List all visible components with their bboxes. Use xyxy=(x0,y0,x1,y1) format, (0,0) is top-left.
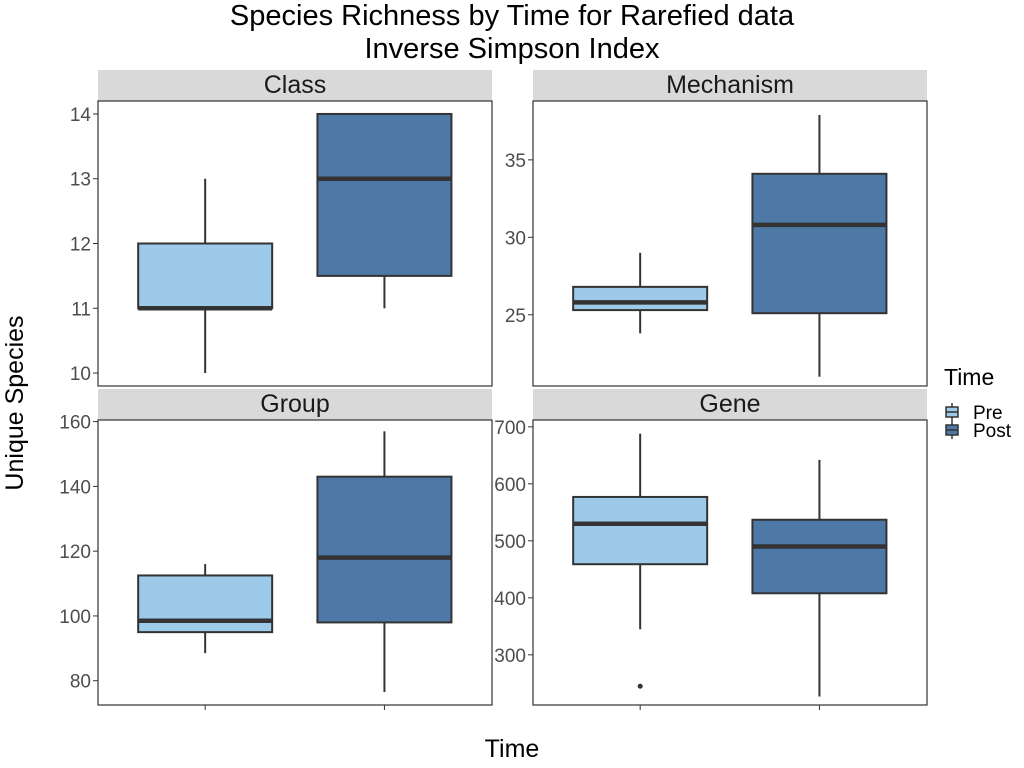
outlier-point xyxy=(637,683,643,689)
y-tick-label: 300 xyxy=(494,646,526,667)
y-tick-label: 400 xyxy=(494,589,526,610)
box-post xyxy=(316,431,453,693)
y-tick-label: 500 xyxy=(494,532,526,553)
panel-border xyxy=(532,100,928,387)
facet-gene: Gene 300 400 500 600 700 xyxy=(494,389,928,710)
facet-class: Class 10 11 12 13 14 xyxy=(70,70,493,387)
y-tick-label: 140 xyxy=(59,477,91,498)
y-tick-label: 700 xyxy=(494,418,526,439)
legend-key-post xyxy=(945,421,959,439)
box-iqr xyxy=(572,495,709,566)
legend-label: Pre xyxy=(973,403,1003,424)
legend-key-pre xyxy=(945,403,959,421)
box-iqr xyxy=(751,518,888,595)
y-tick-label: 12 xyxy=(70,235,91,256)
box-pre xyxy=(137,178,274,374)
legend-label: Post xyxy=(973,421,1012,442)
facet-strip-label: Class xyxy=(264,71,327,99)
facet-strip-label: Group xyxy=(260,390,329,418)
y-tick-label: 80 xyxy=(70,672,91,693)
y-tick-label: 30 xyxy=(505,228,526,249)
y-tick-label: 600 xyxy=(494,475,526,496)
y-tick-label: 10 xyxy=(70,364,91,385)
box-pre xyxy=(137,564,274,654)
box-iqr xyxy=(316,112,453,277)
facet-strip-label: Mechanism xyxy=(666,71,794,99)
box-post xyxy=(751,114,888,377)
x-axis-title: Time xyxy=(485,735,540,763)
y-tick-label: 100 xyxy=(59,607,91,628)
y-tick-label: 35 xyxy=(505,151,526,172)
y-tick-label: 25 xyxy=(505,306,526,327)
y-tick-label: 13 xyxy=(70,170,91,191)
facet-strip xyxy=(533,389,927,420)
box-iqr xyxy=(137,242,274,310)
box-post xyxy=(751,459,888,697)
y-tick-label: 11 xyxy=(71,299,91,320)
facet-group: Group 80 100 120 140 160 xyxy=(59,389,493,710)
y-axis-title: Unique Species xyxy=(1,315,29,490)
box-iqr xyxy=(751,172,888,315)
box-iqr xyxy=(572,285,709,312)
y-tick-label: 14 xyxy=(70,105,92,126)
box-pre xyxy=(572,433,709,689)
chart-title: Species Richness by Time for Rarefied da… xyxy=(230,0,795,32)
facet-strip xyxy=(98,389,492,420)
panel-border xyxy=(97,100,493,387)
y-tick-label: 120 xyxy=(59,542,91,563)
box-pre xyxy=(572,252,709,334)
facet-strip xyxy=(98,70,492,101)
box-iqr xyxy=(316,475,453,624)
box-post xyxy=(316,112,453,309)
chart-subtitle: Inverse Simpson Index xyxy=(365,33,660,65)
legend-title: Time xyxy=(944,364,994,390)
box-iqr xyxy=(137,574,274,634)
facet-strip-label: Gene xyxy=(699,390,760,418)
facet-panels: Class 10 11 12 13 14 Mechanism 25 30 35 Group 80 100… xyxy=(59,70,928,710)
panel-border xyxy=(97,419,493,706)
panel-border xyxy=(532,419,928,706)
facet-strip xyxy=(533,70,927,101)
y-tick-label: 160 xyxy=(59,413,91,434)
facet-mechanism: Mechanism 25 30 35 xyxy=(505,70,928,387)
